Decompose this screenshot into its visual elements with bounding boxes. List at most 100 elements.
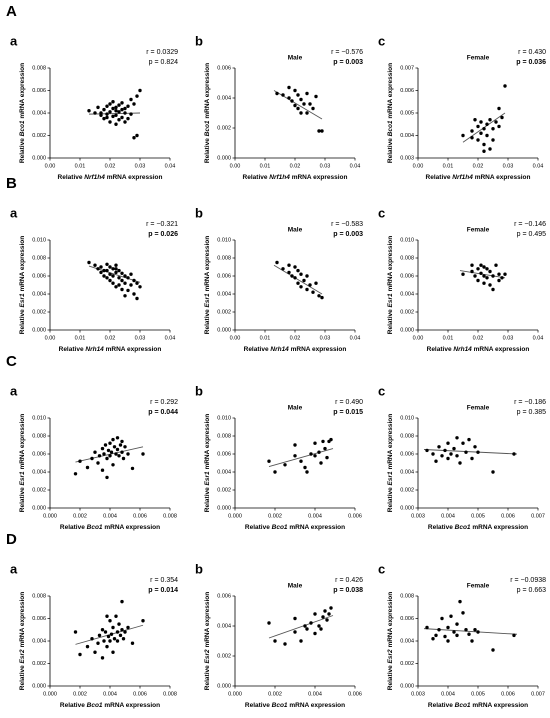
data-point — [267, 621, 271, 625]
y-tick-label: 0.002 — [32, 133, 46, 139]
data-point — [461, 611, 465, 615]
y-tick-label: 0.006 — [217, 273, 231, 279]
data-point — [111, 100, 115, 104]
data-point — [105, 276, 109, 280]
data-point — [446, 625, 450, 630]
x-tick-label: 0.00 — [230, 335, 241, 341]
r-stat: r = 0.354 — [150, 577, 178, 584]
data-point — [497, 278, 501, 283]
x-tick-label: 0.002 — [73, 691, 87, 697]
data-point — [114, 452, 118, 456]
data-point — [329, 606, 333, 610]
y-axis-label-part: mRNA expression — [204, 63, 211, 121]
data-point — [103, 630, 108, 634]
p-stat: p = 0.026 — [148, 231, 178, 238]
y-axis-label-part: Esr1 — [19, 293, 26, 307]
data-point — [102, 274, 106, 278]
data-point — [476, 278, 480, 283]
r-stat: r = −0.576 — [331, 49, 363, 56]
data-point — [321, 615, 325, 619]
data-point — [93, 450, 97, 454]
x-axis-label-part: mRNA expression — [288, 524, 346, 531]
data-point — [302, 278, 306, 283]
p-stat: p = 0.003 — [333, 59, 363, 66]
data-point — [287, 96, 291, 100]
x-axis-label: Relative Bco1 mRNA expression — [60, 524, 160, 531]
y-tick-label: 0.008 — [400, 593, 414, 599]
data-point — [123, 111, 127, 115]
data-point — [321, 439, 325, 444]
y-axis-label-part: mRNA expression — [19, 63, 26, 121]
chart-title: Male — [288, 405, 303, 412]
x-axis-label-part: Nrh14 — [85, 346, 104, 353]
data-point — [303, 624, 307, 628]
data-point — [470, 639, 474, 643]
data-point — [129, 283, 133, 287]
x-tick-label: 0.004 — [308, 513, 322, 519]
data-point — [446, 441, 450, 445]
data-point — [305, 111, 309, 115]
data-point — [117, 454, 121, 458]
panel-label: b — [195, 33, 203, 48]
data-point — [446, 639, 450, 643]
section-label: D — [6, 531, 17, 548]
data-point — [317, 624, 321, 628]
x-tick-label: 0.002 — [268, 691, 282, 697]
x-axis-label-part: Bco1 — [455, 524, 471, 531]
chart-title: Male — [288, 583, 303, 590]
x-axis-label-part: Bco1 — [272, 702, 288, 709]
data-point — [135, 281, 139, 285]
data-point — [485, 122, 489, 126]
x-axis-label-part: Relative — [243, 174, 270, 181]
data-point — [100, 628, 105, 632]
x-tick-label: 0.02 — [105, 163, 116, 169]
x-tick-label: 0.004 — [441, 691, 455, 697]
chart-title: Female — [467, 405, 490, 412]
y-tick-label: 0.000 — [217, 155, 231, 161]
data-point — [121, 456, 126, 461]
data-point — [482, 142, 486, 147]
x-tick-label: 0.01 — [260, 335, 271, 341]
data-point — [320, 129, 324, 133]
x-axis-label-part: mRNA expression — [104, 346, 162, 353]
data-point — [485, 267, 489, 271]
y-tick-label: 0.002 — [400, 661, 414, 667]
y-axis-label-part: mRNA expression — [204, 414, 211, 472]
data-point — [482, 127, 486, 131]
data-point — [108, 454, 112, 458]
data-point — [132, 102, 136, 106]
x-tick-label: 0.02 — [105, 335, 116, 341]
data-point — [126, 625, 130, 630]
x-axis-label: Relative Bco1 mRNA expression — [428, 702, 528, 709]
y-tick-label: 0.010 — [400, 237, 414, 243]
data-point — [123, 630, 127, 634]
data-point — [85, 465, 90, 470]
data-point — [100, 446, 105, 451]
x-tick-label: 0.03 — [135, 163, 146, 169]
data-point — [99, 265, 103, 269]
x-tick-label: 0.02 — [290, 335, 301, 341]
x-axis-label-part: mRNA expression — [473, 174, 531, 181]
x-tick-label: 0.003 — [411, 513, 425, 519]
data-point — [129, 112, 133, 116]
data-point — [115, 630, 120, 634]
data-point — [105, 268, 109, 273]
data-point — [461, 272, 465, 276]
y-tick-label: 0.010 — [32, 415, 46, 421]
trend-line — [268, 448, 334, 468]
data-point — [500, 115, 504, 120]
p-stat: p = 0.495 — [517, 231, 546, 238]
y-axis-label-part: Esr2 — [19, 649, 26, 663]
data-point — [476, 630, 480, 634]
y-tick-label: 0.000 — [32, 327, 46, 333]
data-point — [78, 459, 82, 463]
data-point — [296, 106, 300, 111]
data-point — [120, 101, 124, 105]
data-point — [130, 641, 135, 645]
data-point — [319, 627, 323, 631]
data-point — [309, 621, 313, 625]
data-point — [120, 278, 124, 283]
y-axis-label: Relative Esr1 mRNA expression — [387, 236, 394, 334]
data-point — [126, 116, 130, 121]
